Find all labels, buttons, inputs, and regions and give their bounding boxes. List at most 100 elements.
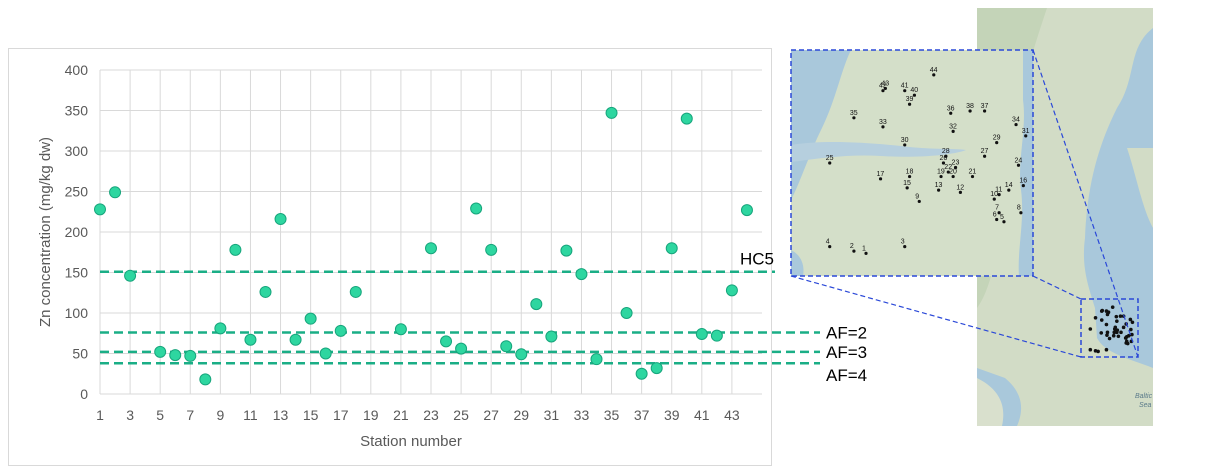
chart-frame	[8, 48, 772, 466]
x-tick-label: 11	[243, 407, 258, 423]
station-label: 23	[952, 160, 960, 167]
data-point	[274, 213, 287, 226]
data-point	[605, 106, 618, 119]
station-label: 7	[995, 205, 999, 212]
x-tick-label: 21	[393, 407, 409, 423]
station-label: 15	[903, 180, 911, 187]
x-tick-label: 37	[634, 407, 650, 423]
baltic-label: Baltic	[1135, 393, 1153, 400]
x-tick-label: 43	[724, 407, 740, 423]
data-point	[680, 112, 693, 125]
map-station-marker	[1100, 308, 1105, 313]
data-point	[244, 333, 257, 346]
map-station-marker	[1129, 339, 1134, 344]
x-tick-label: 5	[156, 407, 164, 423]
map-station-marker	[1124, 339, 1129, 344]
data-point	[500, 340, 513, 353]
data-point	[289, 333, 302, 346]
station-label: 8	[1017, 205, 1021, 212]
station-label: 18	[906, 169, 914, 176]
data-point	[695, 328, 708, 341]
station-label: 33	[879, 119, 887, 126]
data-point	[635, 367, 648, 380]
station-label: 44	[930, 67, 938, 74]
map-station-marker	[1121, 314, 1126, 318]
station-label: 41	[901, 83, 909, 90]
map-station-marker	[1093, 349, 1098, 353]
map-station-marker	[1127, 333, 1131, 338]
station-label: 14	[1005, 182, 1013, 189]
map-station-marker	[1088, 347, 1093, 352]
x-tick-label: 35	[604, 407, 620, 423]
data-point	[590, 353, 603, 366]
data-point	[154, 345, 167, 358]
y-tick-label: 400	[65, 62, 89, 78]
x-tick-label: 9	[216, 407, 224, 423]
station-label: 31	[1022, 128, 1030, 135]
data-point	[259, 285, 272, 298]
reference-line-label: AF=4	[826, 366, 867, 385]
y-tick-label: 300	[65, 143, 89, 159]
station-label: 21	[969, 169, 977, 176]
data-point	[530, 298, 543, 311]
y-tick-label: 350	[65, 103, 89, 119]
data-point	[169, 349, 182, 362]
station-label: 3	[901, 239, 905, 246]
data-point	[515, 348, 528, 361]
map-station-marker	[1128, 317, 1133, 322]
x-tick-label: 41	[694, 407, 710, 423]
map-station-marker	[1104, 322, 1109, 327]
x-tick-label: 33	[574, 407, 590, 423]
station-label: 2	[850, 243, 854, 250]
map-station-marker	[1111, 333, 1116, 338]
station-label: 13	[935, 182, 943, 189]
map-station-marker	[1118, 314, 1123, 318]
station-label: 24	[1014, 157, 1022, 164]
y-tick-label: 50	[72, 346, 88, 362]
y-tick-label: 250	[65, 184, 89, 200]
inset-map: 1 2 3 4 5 6 7 8 9 10 11 12 13 14 15 16 17 18 19 20 21 22 23 24 2…	[791, 50, 1033, 276]
map-station-marker	[1104, 347, 1109, 352]
map-station-marker	[1114, 314, 1119, 319]
map-station-marker	[1129, 327, 1133, 332]
map-station-marker	[1116, 334, 1121, 339]
map-station-marker	[1104, 309, 1109, 313]
x-tick-label: 31	[544, 407, 560, 423]
y-tick-label: 200	[65, 224, 89, 240]
station-label: 1	[862, 245, 866, 252]
data-point	[455, 342, 468, 355]
station-label: 39	[906, 96, 914, 103]
station-label: 28	[942, 148, 950, 155]
map-station-marker	[1088, 327, 1093, 331]
station-label: 4	[826, 239, 830, 246]
x-tick-label: 13	[273, 407, 289, 423]
x-tick-label: 19	[363, 407, 379, 423]
data-point	[485, 243, 498, 256]
station-label: 27	[981, 148, 989, 155]
station-label: 6	[993, 212, 997, 219]
data-point	[214, 322, 227, 335]
data-point	[199, 373, 212, 386]
y-tick-label: 150	[65, 265, 89, 281]
data-point	[725, 284, 738, 297]
station-label: 43	[881, 80, 889, 87]
data-point	[109, 186, 122, 199]
y-axis-title: Zn concentration (mg/kg dw)	[37, 137, 54, 327]
data-point	[319, 347, 332, 360]
map-station-marker	[1093, 316, 1098, 320]
station-label: 40	[910, 87, 918, 94]
map-station-marker	[1099, 331, 1104, 335]
station-label: 17	[877, 171, 885, 178]
data-point	[650, 362, 663, 375]
map-station-marker	[1130, 332, 1134, 337]
station-label: 34	[1012, 117, 1020, 124]
data-point	[440, 335, 453, 348]
station-label: 30	[901, 137, 909, 144]
station-label: 25	[826, 155, 834, 162]
data-point	[740, 204, 753, 217]
data-point	[394, 323, 407, 336]
data-point	[620, 307, 633, 319]
y-tick-label: 0	[80, 386, 88, 402]
